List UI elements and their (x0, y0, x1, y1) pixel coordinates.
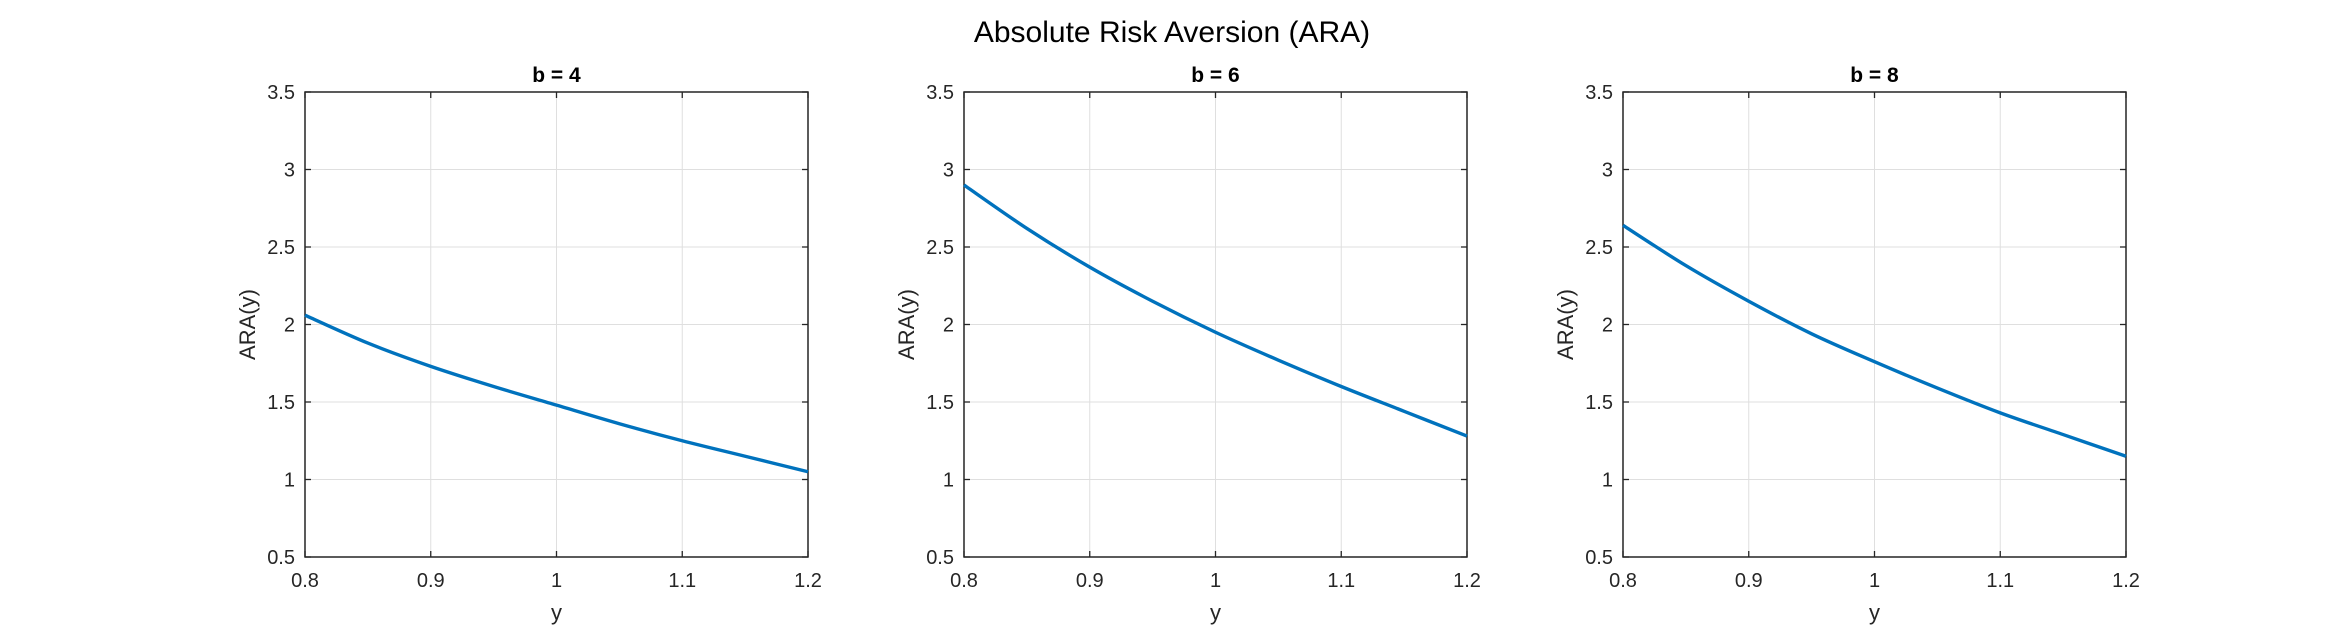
subplot-title: b = 4 (532, 64, 581, 87)
y-tick-label: 2 (1602, 315, 1613, 337)
y-tick-label: 2.5 (1585, 237, 1613, 259)
x-tick-label: 0.8 (291, 570, 319, 592)
y-tick-label: 2.5 (267, 237, 295, 259)
x-axis-label: y (1869, 600, 1880, 625)
y-tick-label: 2 (284, 315, 295, 337)
y-tick-label: 0.5 (1585, 547, 1613, 569)
x-axis-label: y (1210, 600, 1221, 625)
subplot-title: b = 8 (1850, 64, 1899, 87)
x-tick-label: 0.9 (1076, 570, 1104, 592)
figure-title: Absolute Risk Aversion (ARA) (974, 16, 1370, 49)
y-tick-label: 2 (943, 315, 954, 337)
x-tick-label: 1 (1869, 570, 1880, 592)
x-tick-label: 0.8 (950, 570, 978, 592)
x-tick-label: 1.1 (668, 570, 696, 592)
x-tick-label: 1.1 (1327, 570, 1355, 592)
subplot-2: 0.8 0.9 1 1.1 1.2 0.5 1 1.5 2 2.5 3 3.5 b = 6 y ARA(y) (894, 64, 1481, 625)
y-tick-label: 1.5 (1585, 392, 1613, 414)
x-tick-label: 1.2 (794, 570, 822, 592)
subplot-3: 0.8 0.9 1 1.1 1.2 0.5 1 1.5 2 2.5 3 3.5 b = 8 y ARA(y) (1553, 64, 2140, 625)
y-tick-label: 0.5 (267, 547, 295, 569)
series-line (304, 313, 809, 474)
subplot-1: 0.8 0.9 1 1.1 1.2 0.5 1 1.5 2 2.5 3 3.5 b = 4 y ARA(y) (235, 64, 822, 625)
y-tick-label: 2.5 (926, 237, 954, 259)
y-tick-label: 1.5 (267, 392, 295, 414)
y-tick-label: 3 (284, 160, 295, 182)
x-axis-label: y (551, 600, 562, 625)
x-tick-label: 0.9 (417, 570, 445, 592)
x-tick-label: 1.1 (1986, 570, 2014, 592)
x-tick-label: 1 (551, 570, 562, 592)
y-tick-label: 1 (1602, 470, 1613, 492)
y-tick-label: 3.5 (267, 82, 295, 104)
y-tick-label: 1.5 (926, 392, 954, 414)
series-line (963, 183, 1468, 438)
y-axis-label: ARA(y) (1553, 289, 1578, 360)
y-tick-label: 3 (943, 160, 954, 182)
y-tick-label: 0.5 (926, 547, 954, 569)
x-tick-label: 0.8 (1609, 570, 1637, 592)
x-tick-label: 1 (1210, 570, 1221, 592)
y-tick-label: 1 (284, 470, 295, 492)
x-tick-label: 1.2 (2112, 570, 2140, 592)
y-tick-label: 3.5 (1585, 82, 1613, 104)
y-tick-label: 3 (1602, 160, 1613, 182)
y-tick-label: 3.5 (926, 82, 954, 104)
y-axis-label: ARA(y) (235, 289, 260, 360)
subplot-title: b = 6 (1191, 64, 1239, 87)
y-tick-label: 1 (943, 470, 954, 492)
y-axis-label: ARA(y) (894, 289, 919, 360)
series-line (1622, 223, 2127, 458)
x-tick-label: 1.2 (1453, 570, 1481, 592)
x-tick-label: 0.9 (1735, 570, 1763, 592)
